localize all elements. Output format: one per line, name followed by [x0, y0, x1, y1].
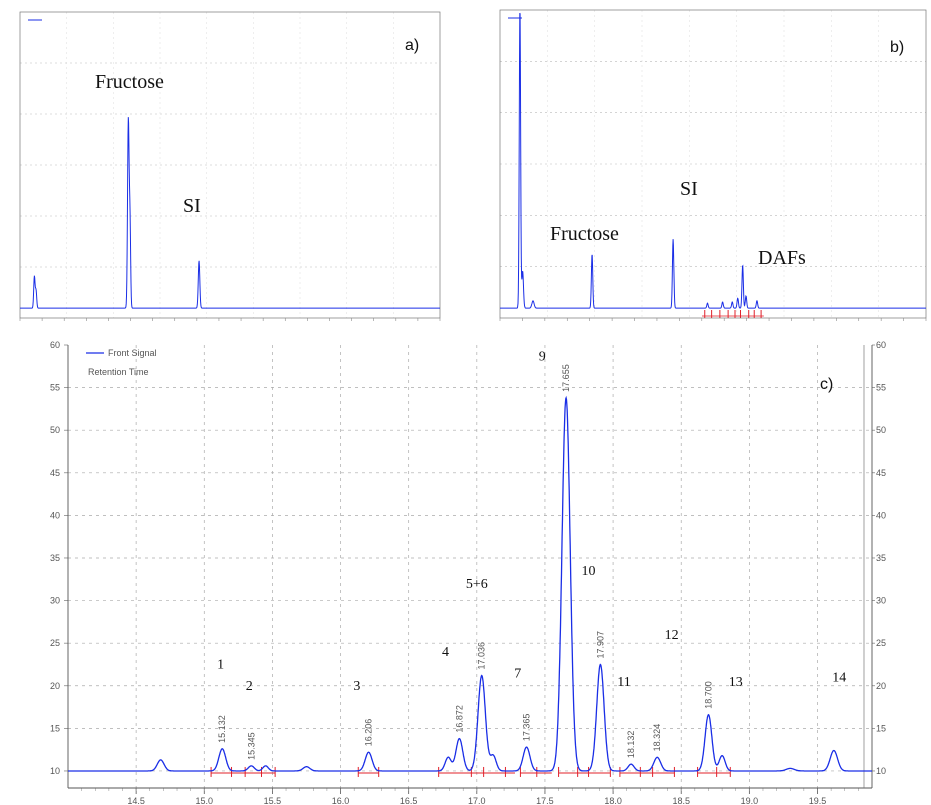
- y-tick-label-left: 10: [50, 766, 60, 776]
- x-tick-label: 15.5: [264, 796, 282, 805]
- peak-annotation: Fructose: [95, 71, 164, 93]
- y-tick-label-right: 40: [876, 510, 886, 520]
- peak-annotation: DAFs: [758, 247, 806, 269]
- y-tick-label-right: 10: [876, 766, 886, 776]
- peak-number: 5+6: [466, 577, 488, 592]
- chromatogram-panel-c: 10 10 15 15 20 20 25 25 30 30 35 35 40 40 45 45 50 50 55 55…: [0, 335, 931, 805]
- y-tick-label-left: 35: [50, 553, 60, 563]
- peak-number: 10: [582, 564, 596, 579]
- x-tick-label: 14.5: [127, 796, 145, 805]
- chromatogram-trace: [68, 395, 872, 772]
- panel-label: a): [405, 37, 419, 54]
- y-tick-label-right: 60: [876, 340, 886, 350]
- chart-a-svg: Fructose SI a): [19, 11, 441, 321]
- chromatogram-panel-a: Fructose SI a): [0, 0, 455, 335]
- retention-time-label: 17.655: [561, 364, 571, 392]
- retention-time-label: 18.324: [652, 724, 662, 752]
- retention-time-label: 16.872: [454, 705, 464, 733]
- retention-time-label: 17.907: [595, 631, 605, 659]
- y-tick-label-left: 25: [50, 638, 60, 648]
- panel-label: b): [890, 39, 904, 56]
- chart-c-svg: 10 10 15 15 20 20 25 25 30 30 35 35 40 40 45 45 50 50 55 55…: [50, 340, 886, 805]
- y-tick-label-right: 35: [876, 553, 886, 563]
- peak-number: 13: [729, 675, 743, 690]
- x-tick-label: 17.0: [468, 796, 486, 805]
- peak-number: 12: [665, 628, 679, 643]
- retention-time-label: 15.345: [246, 732, 256, 760]
- y-tick-label-right: 55: [876, 383, 886, 393]
- panel-label: c): [820, 376, 833, 393]
- peak-number: 2: [246, 679, 253, 694]
- y-tick-label-left: 15: [50, 723, 60, 733]
- plot-frame: [499, 9, 927, 319]
- peak-number: 11: [617, 675, 630, 690]
- chromatogram-trace: [500, 12, 926, 309]
- retention-time-label: 17.365: [522, 714, 532, 742]
- chromatogram-trace: [20, 117, 440, 309]
- peak-number: 1: [217, 658, 224, 673]
- y-tick-label-right: 45: [876, 468, 886, 478]
- peak-number: 7: [514, 666, 521, 681]
- x-tick-label: 19.0: [741, 796, 759, 805]
- y-tick-label-left: 55: [50, 383, 60, 393]
- plot-area-a: [19, 11, 441, 321]
- x-tick-label: 16.5: [400, 796, 418, 805]
- peak-number: 4: [442, 645, 449, 660]
- peak-number: 3: [353, 679, 360, 694]
- chromatogram-panel-b: Fructose SI DAFs b): [470, 0, 931, 335]
- retention-time-label: 16.206: [364, 719, 374, 747]
- plot-area-c: [64, 344, 875, 794]
- x-tick-label: 18.0: [604, 796, 622, 805]
- plot-area-b: [499, 9, 927, 321]
- y-tick-label-right: 50: [876, 425, 886, 435]
- legend-label-signal: Front Signal: [108, 348, 157, 358]
- retention-time-label: 15.132: [217, 715, 227, 743]
- y-tick-label-left: 60: [50, 340, 60, 350]
- y-tick-label-right: 15: [876, 723, 886, 733]
- legend-label-retention: Retention Time: [88, 367, 149, 377]
- y-tick-label-left: 50: [50, 425, 60, 435]
- y-tick-label-right: 25: [876, 638, 886, 648]
- peak-annotation: SI: [680, 178, 698, 200]
- retention-time-label: 18.700: [703, 681, 713, 709]
- peak-annotation: SI: [183, 195, 201, 217]
- y-tick-label-left: 40: [50, 510, 60, 520]
- x-tick-label: 15.0: [196, 796, 214, 805]
- x-tick-label: 19.5: [809, 796, 827, 805]
- y-tick-label-right: 30: [876, 596, 886, 606]
- y-tick-label-right: 20: [876, 681, 886, 691]
- peak-number: 14: [832, 671, 846, 686]
- x-tick-label: 16.0: [332, 796, 350, 805]
- x-tick-label: 17.5: [536, 796, 554, 805]
- y-tick-label-left: 45: [50, 468, 60, 478]
- x-tick-label: 18.5: [672, 796, 690, 805]
- chart-b-svg: Fructose SI DAFs b): [499, 9, 927, 321]
- retention-time-label: 18.132: [626, 731, 636, 759]
- peak-number: 9: [539, 349, 546, 364]
- y-tick-label-left: 20: [50, 681, 60, 691]
- y-tick-label-left: 30: [50, 596, 60, 606]
- plot-frame: [19, 11, 441, 319]
- retention-time-label: 17.036: [477, 642, 487, 670]
- peak-annotation: Fructose: [550, 223, 619, 245]
